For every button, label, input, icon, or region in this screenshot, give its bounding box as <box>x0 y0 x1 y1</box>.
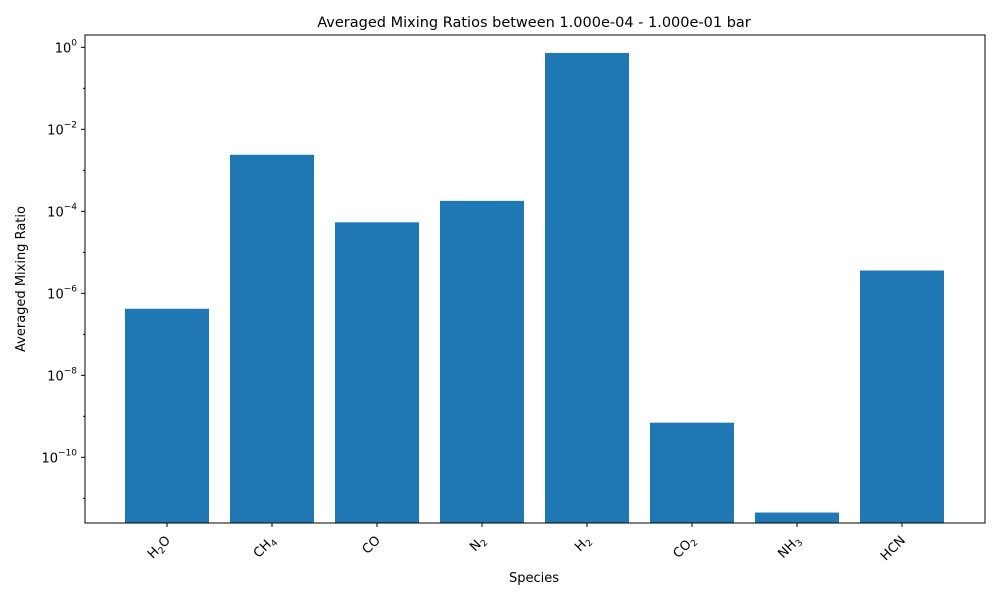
chart-title: Averaged Mixing Ratios between 1.000e-04… <box>317 15 751 31</box>
bar <box>125 308 209 523</box>
bars-group <box>125 52 944 524</box>
y-axis-ticks: 100 10−2 10−4 10−6 10−8 10−10 <box>41 38 85 499</box>
bar <box>755 512 839 523</box>
x-axis-label: Species <box>509 571 559 586</box>
y-tick-label: 10−6 <box>47 284 77 302</box>
x-tick-label: H2 <box>572 533 595 556</box>
x-tick-label: NH3 <box>775 533 805 563</box>
y-tick-label: 10−8 <box>47 366 77 384</box>
x-tick-label: CH4 <box>251 533 281 563</box>
y-tick-label: 100 <box>55 38 78 56</box>
y-tick-label: 10−4 <box>47 202 77 220</box>
x-axis-ticks: H2O CH4 CO N2 H2 CO2 NH3 HCN <box>145 523 909 564</box>
bar <box>650 422 734 523</box>
x-tick-label: CO <box>360 533 384 557</box>
bar <box>230 154 314 524</box>
bar <box>545 52 629 524</box>
y-tick-label: 10−10 <box>41 448 77 466</box>
bar <box>335 222 419 524</box>
x-tick-label: HCN <box>878 533 909 564</box>
x-tick-label: CO2 <box>671 533 701 563</box>
y-tick-label: 10−2 <box>47 120 77 138</box>
y-axis-label: Averaged Mixing Ratio <box>14 206 29 352</box>
plot-frame <box>84 34 986 524</box>
bar <box>860 270 944 523</box>
x-tick-label: H2O <box>145 533 175 563</box>
x-tick-label: N2 <box>467 533 490 556</box>
bar <box>440 200 524 523</box>
